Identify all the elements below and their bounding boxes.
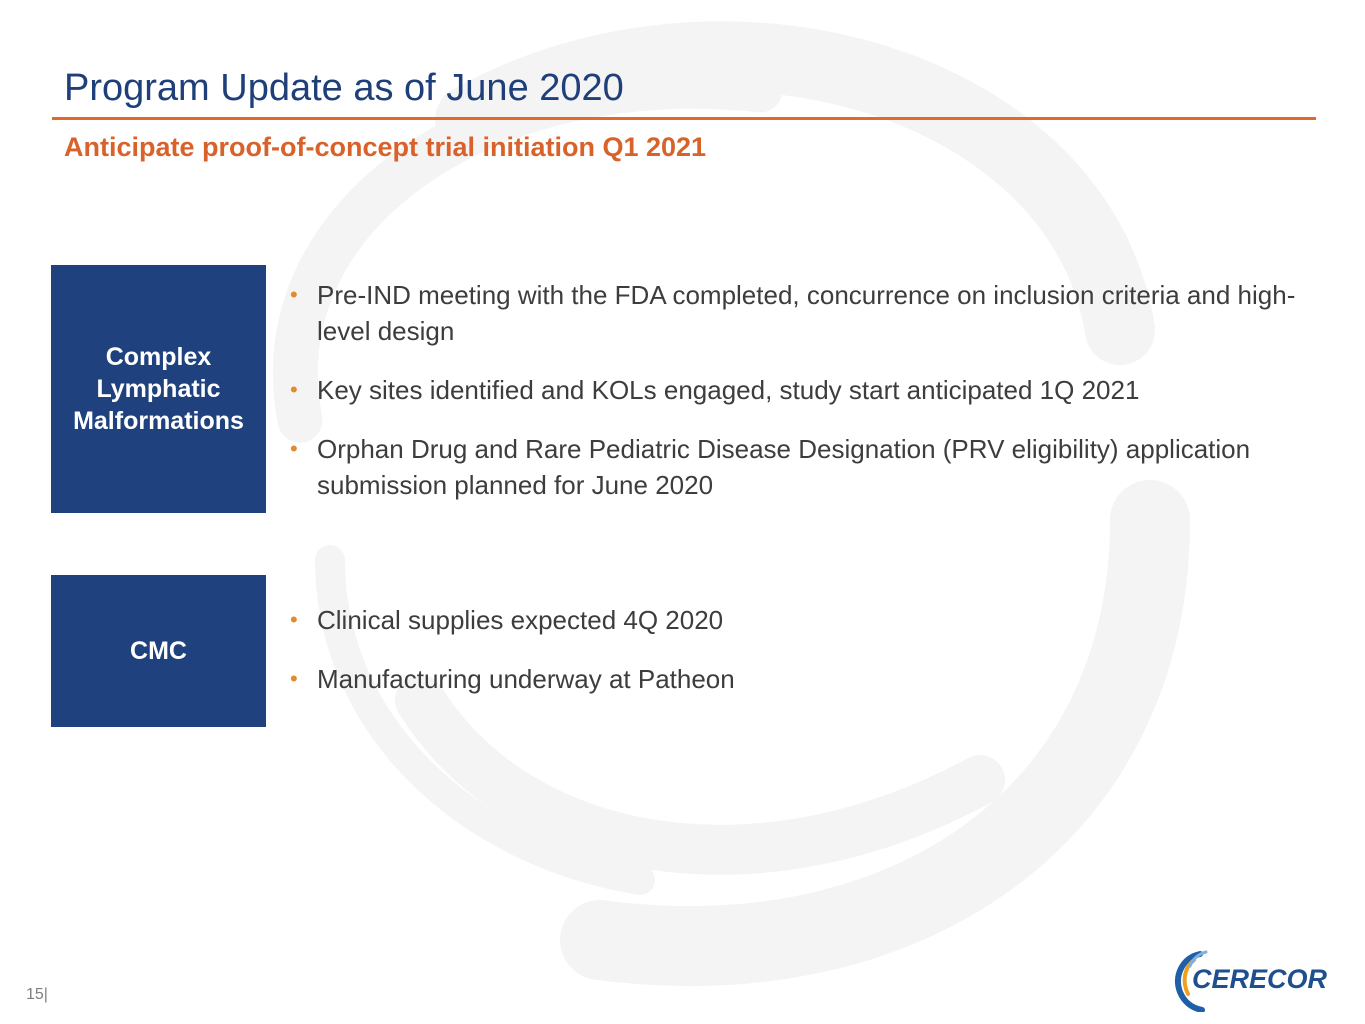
- bullet-dot-icon: •: [290, 607, 298, 632]
- bullet-text: Key sites identified and KOLs engaged, s…: [317, 375, 1140, 405]
- slide-subtitle: Anticipate proof-of-concept trial initia…: [64, 132, 707, 162]
- bullet-dot-icon: •: [290, 666, 298, 691]
- logo-wordmark: CERECOR: [1192, 964, 1328, 994]
- bullet-text: Manufacturing underway at Patheon: [317, 664, 735, 694]
- slide-title: Program Update as of June 2020: [64, 67, 624, 109]
- section-label: CMC: [130, 637, 187, 665]
- section-label-box-cmc: CMC: [51, 575, 266, 727]
- bullet-text: Pre-IND meeting with the FDA completed, …: [317, 280, 1296, 346]
- section-label-box-complex-lymphatic-malformations: Complex Lymphatic Malformations: [51, 265, 266, 513]
- bullet-text: Orphan Drug and Rare Pediatric Disease D…: [317, 434, 1251, 500]
- page-number: 15|: [26, 986, 48, 1003]
- bullet-item: • Clinical supplies expected 4Q 2020: [288, 602, 1318, 638]
- bullet-item: • Orphan Drug and Rare Pediatric Disease…: [288, 431, 1318, 503]
- cerecor-logo: CERECOR: [1175, 950, 1328, 1012]
- bullet-dot-icon: •: [290, 282, 298, 307]
- bullet-item: • Manufacturing underway at Patheon: [288, 661, 1318, 697]
- bullet-dot-icon: •: [290, 377, 298, 402]
- title-divider: [52, 117, 1316, 120]
- bullet-dot-icon: •: [290, 436, 298, 461]
- bullet-item: • Pre-IND meeting with the FDA completed…: [288, 277, 1318, 349]
- bullet-item: • Key sites identified and KOLs engaged,…: [288, 372, 1318, 408]
- bullet-text: Clinical supplies expected 4Q 2020: [317, 605, 724, 635]
- section-label: Complex Lymphatic Malformations: [73, 343, 244, 435]
- bullet-list-cmc: • Clinical supplies expected 4Q 2020 • M…: [288, 602, 1318, 720]
- bullet-list-complex-lymphatic-malformations: • Pre-IND meeting with the FDA completed…: [288, 277, 1318, 526]
